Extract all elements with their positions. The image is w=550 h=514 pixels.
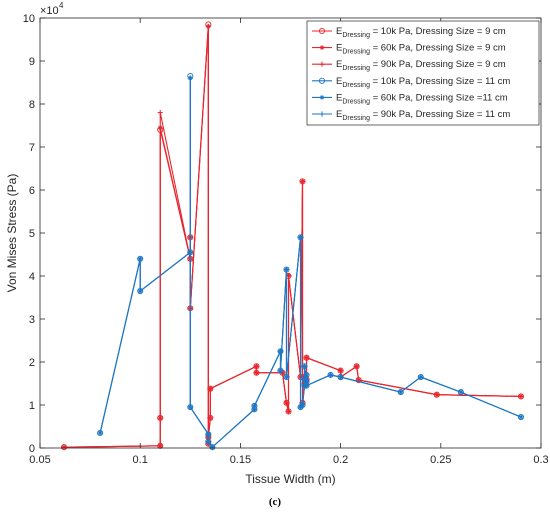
y-axis-title: Von Mises Stress (Pa) (5, 174, 19, 293)
y-tick-label: 2 (29, 357, 35, 369)
y-tick-label: 5 (29, 228, 35, 240)
data-point (299, 402, 306, 408)
data-point (285, 408, 292, 415)
data-point (319, 61, 325, 67)
series-blue-plus (97, 75, 524, 450)
y-tick-label: 4 (29, 271, 35, 283)
data-point (458, 389, 464, 395)
data-point (137, 256, 143, 262)
legend-label: EDressing = 10k Pa, Dressing Size = 9 cm (336, 26, 506, 39)
legend: EDressing = 10k Pa, Dressing Size = 9 cm… (306, 20, 540, 126)
data-point (205, 24, 211, 30)
series-layer (60, 21, 525, 451)
data-point (319, 45, 325, 50)
data-point (434, 392, 440, 398)
data-point (277, 348, 284, 354)
y-tick-label: 9 (29, 56, 35, 68)
data-point (303, 372, 310, 378)
data-point (303, 383, 310, 389)
data-point (253, 363, 260, 369)
legend-entry: EDressing = 10k Pa, Dressing Size = 11 c… (312, 76, 510, 89)
y-exponent-power: 4 (59, 1, 64, 10)
y-tick-label: 0 (29, 443, 35, 455)
data-point (518, 393, 524, 399)
data-point (319, 111, 325, 117)
data-point (137, 288, 143, 294)
data-point (301, 363, 308, 369)
data-point (97, 430, 103, 436)
legend-entry: EDressing = 10k Pa, Dressing Size = 9 cm (312, 26, 506, 39)
data-point (205, 431, 211, 437)
data-point (338, 374, 344, 380)
data-point (327, 372, 334, 378)
data-point (205, 438, 211, 445)
data-point (157, 110, 163, 116)
x-tick-label: 0.05 (29, 454, 50, 466)
data-point (338, 368, 344, 374)
data-point (251, 403, 258, 409)
y-tick-label: 8 (29, 99, 35, 111)
data-point (283, 400, 290, 406)
data-point (297, 234, 304, 240)
data-point (187, 249, 193, 255)
data-point (207, 386, 213, 392)
data-point (354, 363, 360, 369)
data-point (207, 415, 213, 421)
data-point (283, 374, 290, 380)
x-axis-title: Tissue Width (m) (245, 472, 335, 486)
data-point (319, 95, 325, 100)
data-point (418, 374, 424, 380)
data-point (518, 414, 524, 420)
y-tick-label: 6 (29, 185, 35, 197)
y-tick-label: 3 (29, 314, 35, 326)
y-tick-label: 1 (29, 400, 35, 412)
legend-entry: EDressing = 90k Pa, Dressing Size = 11 c… (312, 109, 510, 122)
data-point (277, 368, 284, 374)
y-tick-label: 7 (29, 142, 35, 154)
legend-label: EDressing = 10k Pa, Dressing Size = 11 c… (336, 76, 510, 89)
data-point (209, 444, 215, 450)
ticks-layer: 0.05 0.1 0.15 0.2 0.25 0.3 0 1 2 3 4 5 6 7 8 9 10 (23, 13, 549, 466)
data-point (303, 355, 310, 361)
y-tick-label: 10 (23, 13, 35, 25)
data-point (398, 389, 404, 395)
legend-label: EDressing = 60k Pa, Dressing Size = 9 cm (336, 43, 506, 56)
x-tick-label: 0.2 (333, 454, 348, 466)
legend-entry: EDressing = 60k Pa, Dressing Size =11 cm (312, 92, 508, 105)
x-tick-label: 0.1 (133, 454, 148, 466)
legend-entry: EDressing = 60k Pa, Dressing Size = 9 cm (312, 43, 506, 56)
figure-caption: (c) (269, 496, 282, 508)
data-point (157, 415, 163, 421)
data-point (318, 77, 326, 84)
legend-label: EDressing = 90k Pa, Dressing Size = 11 c… (336, 109, 510, 122)
data-point (253, 370, 260, 376)
legend-box (306, 20, 540, 126)
x-tick-label: 0.15 (230, 454, 251, 466)
legend-label: EDressing = 90k Pa, Dressing Size = 9 cm (336, 59, 506, 72)
y-exponent-base: ×10 (40, 5, 59, 17)
x-tick-label: 0.25 (430, 454, 451, 466)
data-point (157, 443, 163, 449)
legend-label: EDressing = 60k Pa, Dressing Size =11 cm (336, 92, 508, 105)
data-point (61, 444, 67, 450)
data-point (187, 404, 193, 410)
data-point (187, 75, 193, 81)
data-point (283, 266, 290, 273)
data-point (299, 178, 306, 184)
legend-entry: EDressing = 90k Pa, Dressing Size = 9 cm (312, 59, 506, 72)
x-tick-label: 0.3 (533, 454, 548, 466)
data-point (318, 27, 326, 35)
